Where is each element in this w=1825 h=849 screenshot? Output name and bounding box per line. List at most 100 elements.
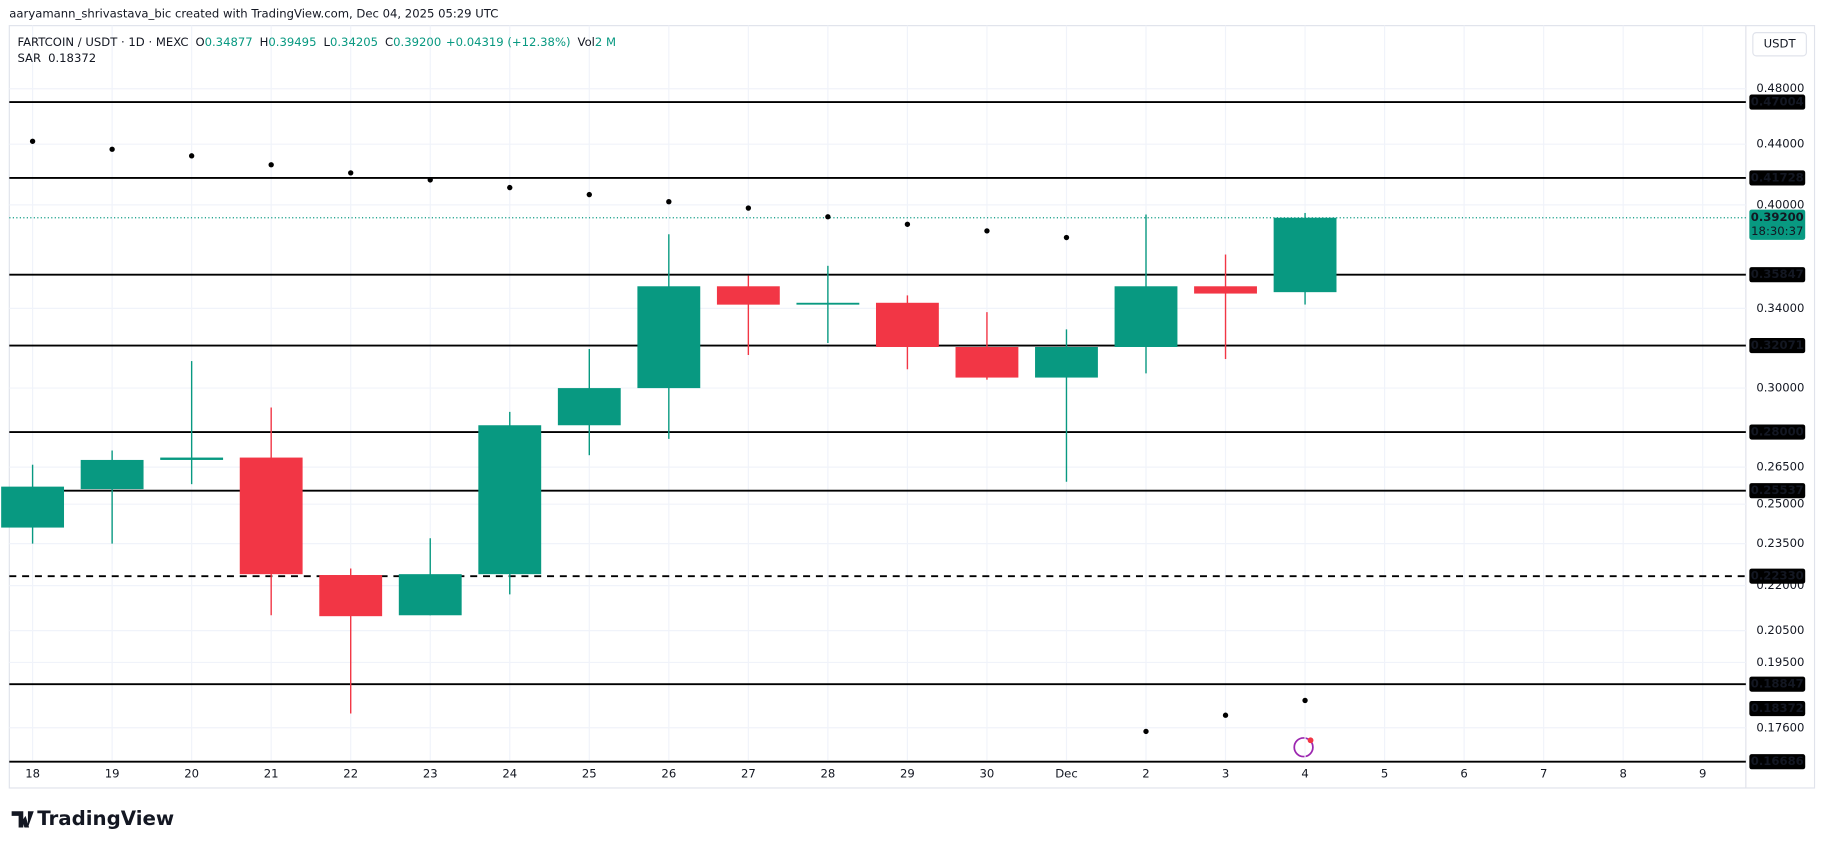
x-tick-label: 8 [1619,767,1626,781]
candle-body [557,388,621,426]
x-tick-label: 18 [25,767,40,781]
sar-value: 0.18372 [48,51,96,65]
sar-dot [745,205,752,211]
level-label-box [1749,267,1806,283]
y-tick-label: 0.19500 [1756,655,1804,669]
y-tick-label: 0.23500 [1756,536,1804,550]
level-label: 0.32071 [1751,338,1804,352]
candle-body [1273,217,1337,293]
y-tick-label: 0.17600 [1756,720,1804,734]
y-tick-label: 0.48000 [1756,81,1804,95]
sar-dot [427,177,433,183]
x-tick-label: 20 [184,767,199,781]
x-tick-label: 4 [1301,767,1308,781]
y-tick-label: 0.26500 [1756,460,1804,474]
x-tick-label: Dec [1055,767,1078,781]
x-tick-label: 21 [264,767,279,781]
chart-frame [8,25,1816,789]
x-tick-label: 23 [423,767,438,781]
currency-label[interactable]: USDT [1764,37,1797,51]
level-label-box [1749,170,1806,186]
y-tick-label: 0.34000 [1756,301,1804,315]
level-label-box [1749,483,1806,499]
field-key: H [260,34,269,48]
candle-body [955,346,1019,378]
sar-dot [1302,697,1308,704]
field-value: 0.39495 [268,34,316,48]
field-value: +0.04319 (+12.38%) [446,34,571,48]
alert-circle[interactable] [1293,737,1314,758]
sar-axis-label: 0.18372 [1751,701,1804,715]
x-tick-label: 6 [1460,767,1467,781]
last-price-box [1749,209,1806,240]
field-key: O [195,34,204,48]
sar-dot [1222,712,1229,718]
level-label-box [1749,676,1806,692]
y-tick-label: 0.30000 [1756,381,1804,395]
x-tick-label: 3 [1222,767,1229,781]
level-label: 0.25537 [1751,483,1804,497]
x-tick-label: 24 [502,767,517,781]
field-value: 2 M [595,34,616,48]
candle-body [398,574,462,616]
x-tick-label: 22 [343,767,358,781]
y-tick-label: 0.44000 [1756,137,1804,151]
countdown-label: 18:30:37 [1751,224,1803,238]
x-tick-label: 7 [1540,767,1547,781]
candle-body [875,302,939,347]
candle-body [796,302,860,305]
x-tick-label: 28 [820,767,835,781]
sar-dot [109,146,115,152]
sar-dot [984,228,990,234]
field-key: Vol [578,34,595,48]
field-key: L [323,34,330,48]
level-label: 0.28000 [1751,425,1804,439]
candle-body [319,575,383,617]
sar-dot [188,153,195,159]
field-value: 0.34205 [330,34,378,48]
level-label-box [1749,568,1806,584]
currency-button[interactable] [1752,32,1807,57]
candle-body [239,457,303,575]
logo-text: TradingView [37,807,174,830]
candle-body [716,286,780,305]
alert-dot[interactable] [1307,737,1314,744]
sar-dot [825,214,831,220]
sar-legend: SAR 0.18372 [17,51,96,65]
sar-name: SAR [17,51,41,65]
x-tick-label: 5 [1381,767,1388,781]
x-tick-label: 29 [900,767,915,781]
symbol: FARTCOIN / USDT · 1D · MEXC [17,34,188,48]
sar-dot [507,184,513,191]
y-tick-label: 0.25000 [1756,497,1804,511]
alert-icon[interactable] [1293,737,1314,758]
x-tick-label: 26 [661,767,676,781]
sar-dot [1063,234,1070,241]
sar-dot [29,138,36,144]
x-tick-label: 9 [1699,767,1706,781]
candle-body [1,486,65,528]
tradingview-logo: TradingView [11,807,174,830]
y-tick-label: 0.20500 [1756,623,1804,637]
level-label: 0.35847 [1751,267,1804,281]
candle-body [1035,346,1098,378]
sar-dot [348,170,354,176]
level-label-box [1749,338,1806,354]
level-label: 0.41728 [1751,170,1804,184]
field-value: 0.34877 [205,34,253,48]
level-label: 0.16686 [1751,754,1804,768]
candle-body [80,459,144,490]
x-tick-label: 27 [741,767,756,781]
sar-label-box [1749,701,1806,717]
level-label: 0.22330 [1751,569,1804,583]
x-tick-label: 2 [1142,767,1149,781]
sar-dot [1143,728,1149,735]
field-key: C [385,34,393,48]
x-tick-label: 19 [105,767,120,781]
level-label-box [1749,94,1806,110]
level-label: 0.47004 [1751,95,1804,109]
y-tick-label: 0.40000 [1756,197,1804,211]
